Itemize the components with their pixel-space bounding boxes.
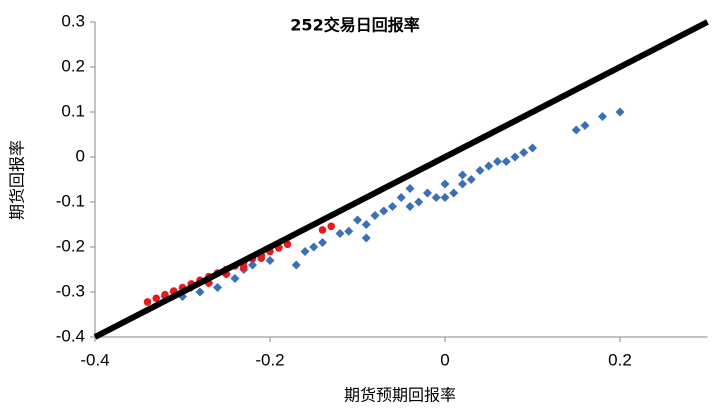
x-tick-label: -0.4 [80, 350, 109, 369]
point [230, 274, 240, 283]
x-tick-label: 0.2 [608, 350, 632, 369]
point [309, 242, 319, 252]
point [239, 263, 248, 272]
point [370, 211, 380, 220]
point [396, 193, 406, 202]
point [257, 254, 266, 263]
point [213, 283, 222, 292]
point [423, 188, 432, 198]
y-tick-label: -0.1 [56, 191, 85, 210]
point [458, 170, 467, 180]
point [449, 188, 459, 198]
point [361, 233, 371, 243]
point [598, 112, 607, 121]
point [580, 121, 590, 130]
y-tick-label: -0.4 [56, 326, 85, 345]
x-axis-label: 期货预期回报率 [344, 386, 456, 405]
y-tick-label: 0.2 [61, 56, 85, 75]
y-tick-label: 0 [76, 146, 85, 165]
point [405, 202, 415, 211]
point [484, 161, 494, 171]
point [318, 238, 327, 247]
reference-line [93, 19, 709, 340]
point [327, 222, 336, 231]
point [519, 148, 529, 157]
point [300, 247, 310, 256]
point [388, 202, 397, 211]
y-tick-label: -0.3 [56, 281, 85, 300]
point [440, 179, 450, 189]
point [265, 256, 275, 265]
y-tick-label: 0.1 [61, 101, 85, 120]
point [379, 206, 389, 216]
point [161, 290, 169, 299]
point [414, 197, 424, 207]
point [248, 260, 257, 270]
point [335, 229, 345, 238]
y-tick-label: 0.3 [61, 11, 85, 30]
point [501, 157, 511, 166]
point [466, 175, 476, 184]
y-axis-label: 期货回报率 [8, 140, 27, 220]
x-tick-label: -0.2 [255, 350, 284, 369]
point [344, 226, 354, 236]
point [291, 260, 301, 270]
x-tick-label: 0 [440, 350, 449, 369]
point [152, 294, 161, 303]
chart-title: 252交易日回报率 [290, 16, 419, 35]
point [475, 166, 485, 175]
point [283, 240, 292, 249]
point [493, 157, 502, 166]
point [195, 287, 205, 297]
point [361, 220, 371, 229]
point [405, 184, 415, 193]
point [440, 193, 450, 202]
point [615, 107, 625, 117]
point [431, 193, 441, 202]
y-tick-label: -0.2 [56, 236, 85, 255]
point [458, 179, 467, 189]
point [510, 152, 520, 162]
point [353, 215, 362, 225]
point [528, 143, 537, 153]
point [143, 298, 152, 306]
point [571, 125, 581, 135]
point [318, 226, 327, 234]
